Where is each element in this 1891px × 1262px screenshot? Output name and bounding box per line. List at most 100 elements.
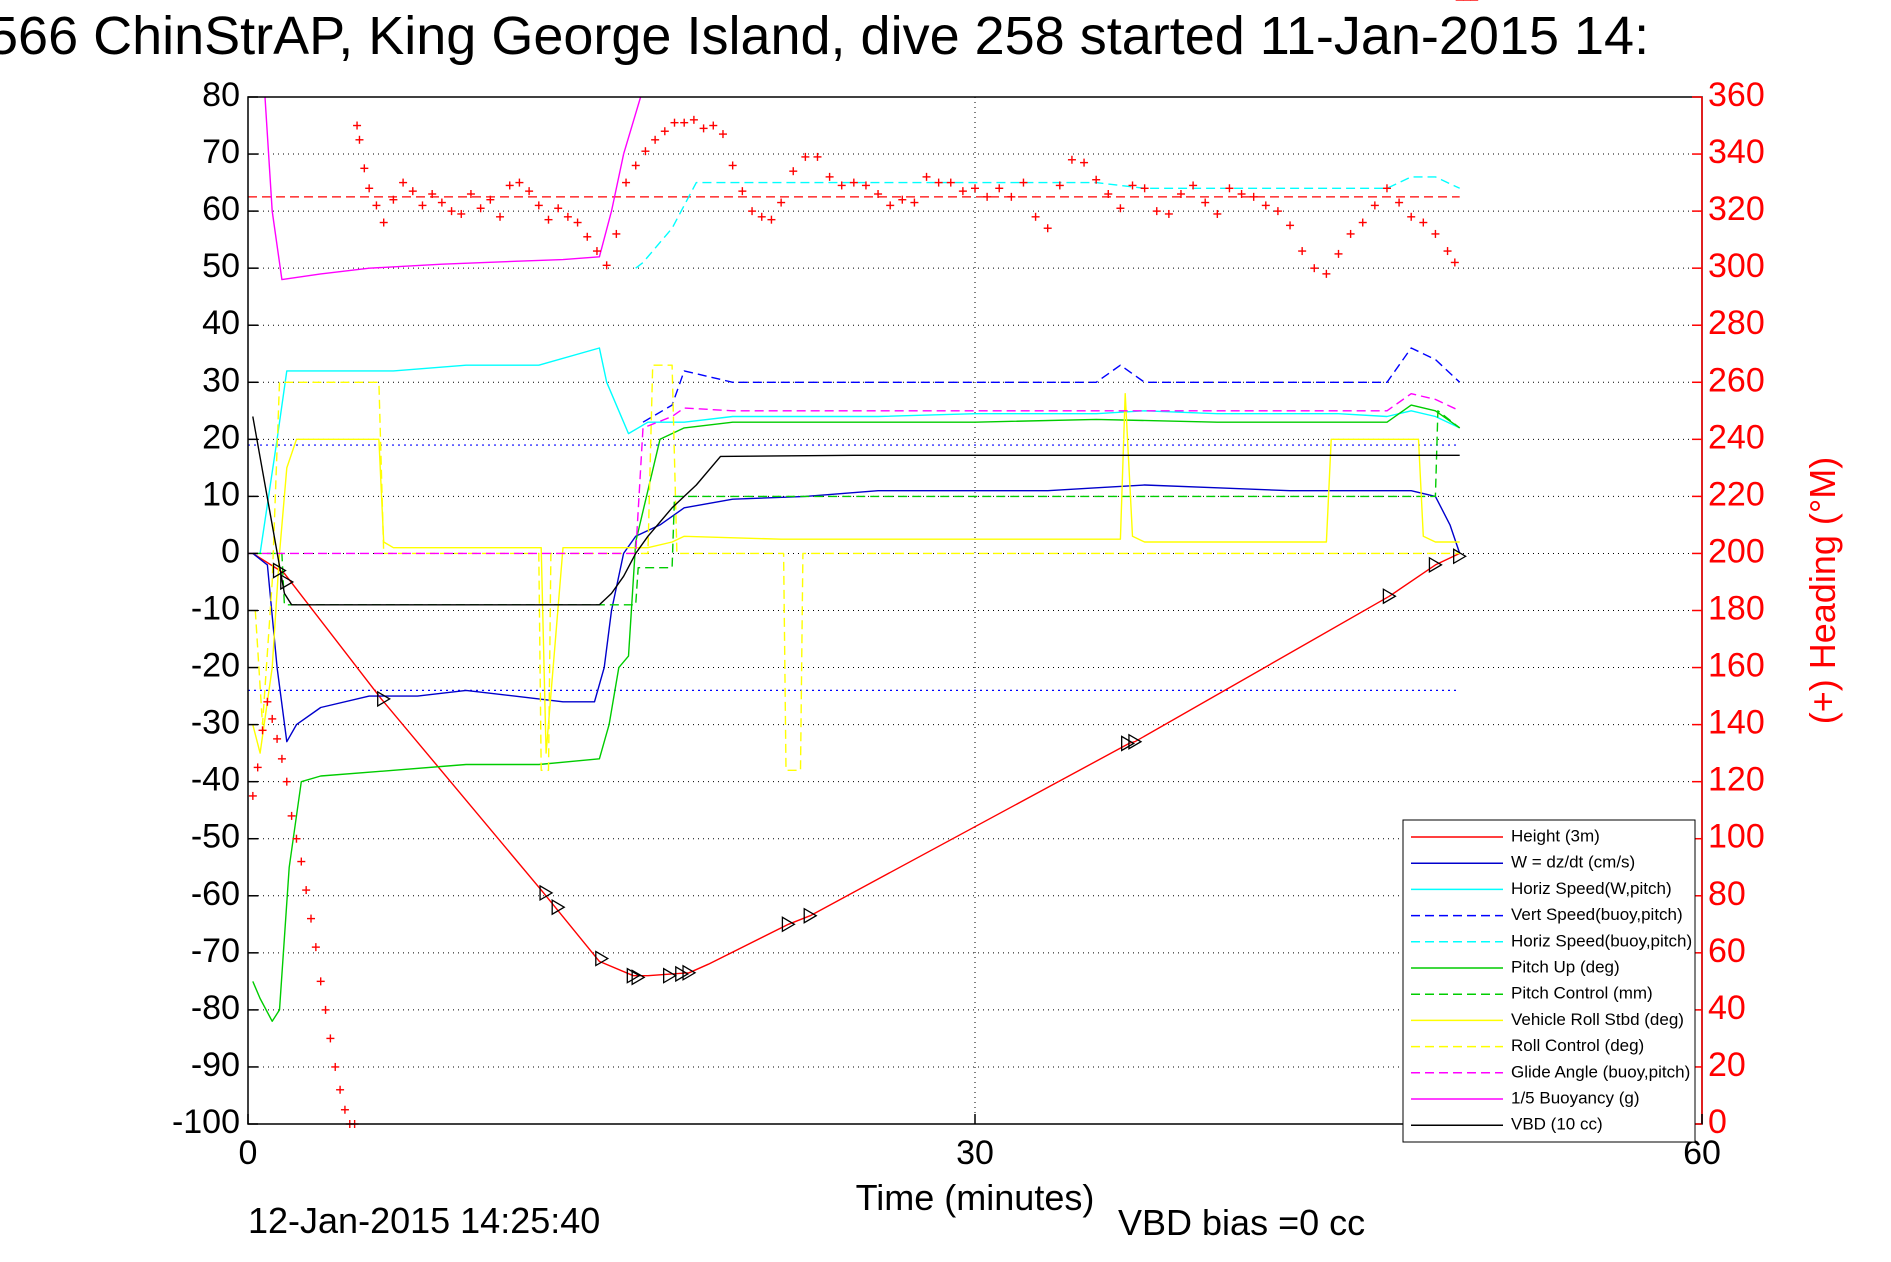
left-tick-label: -10 <box>191 589 240 627</box>
left-tick-label: 80 <box>202 76 240 114</box>
heading-point <box>1152 207 1161 216</box>
heading-point <box>311 943 320 952</box>
left-tick-label: -80 <box>191 989 240 1027</box>
heading-point <box>1176 189 1185 198</box>
legend-label: Pitch Up (deg) <box>1511 957 1620 976</box>
chart-title: 566 ChinStrAP, King George Island, dive … <box>0 6 1650 66</box>
left-tick-label: -90 <box>191 1046 240 1084</box>
legend-label: VBD (10 cc) <box>1511 1115 1603 1134</box>
right-tick-label: 40 <box>1708 989 1746 1027</box>
heading-point <box>1067 155 1076 164</box>
time-marker <box>272 562 287 579</box>
heading-point <box>898 195 907 204</box>
heading-point <box>355 135 364 144</box>
heading-point <box>680 118 689 127</box>
series-line <box>252 552 1460 977</box>
heading-point <box>365 184 374 193</box>
heading-point <box>525 187 534 196</box>
heading-point <box>408 187 417 196</box>
right-tick-label: 300 <box>1708 247 1765 285</box>
heading-point <box>263 697 272 706</box>
time-marker <box>675 965 690 983</box>
heading-point <box>563 212 572 221</box>
heading-point <box>612 229 621 238</box>
legend-entry: Roll Control (deg) <box>1411 1036 1644 1055</box>
heading-point <box>801 152 810 161</box>
series-line <box>252 416 1460 606</box>
heading-point <box>738 187 747 196</box>
heading-point <box>728 161 737 170</box>
heading-point <box>1225 184 1234 193</box>
legend-label: Pitch Control (mm) <box>1511 984 1653 1003</box>
vbd-bias-note: VBD bias =0 cc <box>1118 1202 1366 1243</box>
heading-point <box>1382 184 1391 193</box>
time-marker <box>539 884 554 902</box>
heading-point <box>670 118 679 127</box>
heading-point <box>297 857 306 866</box>
heading-point <box>946 178 955 187</box>
legend-box <box>1402 819 1696 1143</box>
heading-point <box>983 192 992 201</box>
x-axis-label: Time (minutes) <box>856 1177 1095 1218</box>
legend-label: W = dz/dt (cm/s) <box>1511 853 1635 872</box>
left-tick-label: 60 <box>202 190 240 228</box>
legend-label: Height (3m) <box>1511 826 1600 845</box>
heading-point <box>757 212 766 221</box>
heading-point <box>399 178 408 187</box>
heading-point <box>934 178 943 187</box>
heading-point <box>1140 184 1149 193</box>
legend: Height (3m) W = dz/dt (cm/s) Horiz Speed(W… <box>1402 819 1696 1143</box>
heading-point <box>379 218 388 227</box>
heading-point <box>861 181 870 190</box>
left-tick-label: 10 <box>202 475 240 513</box>
heading-point <box>622 178 631 187</box>
heading-point <box>268 714 277 723</box>
time-marker <box>631 969 646 986</box>
heading-point <box>273 734 282 743</box>
legend-entry: Height (3m) <box>1411 826 1600 845</box>
legend-entry: VBD (10 cc) <box>1411 1115 1603 1134</box>
right-tick-label: 260 <box>1708 361 1765 399</box>
heading-point <box>699 124 708 133</box>
heading-point <box>418 201 427 210</box>
legend-label: Horiz Speed(buoy,pitch) <box>1511 931 1692 950</box>
heading-point <box>825 172 834 181</box>
heading-point <box>641 147 650 156</box>
heading-point <box>922 172 931 181</box>
legend-entry: Horiz Speed(W,pitch) <box>1411 879 1672 898</box>
right-tick-label: 340 <box>1708 133 1765 171</box>
heading-point <box>592 247 601 256</box>
time-markers <box>272 548 1467 986</box>
right-tick-label: 180 <box>1708 589 1765 627</box>
heading-point <box>277 754 286 763</box>
time-marker <box>663 967 677 984</box>
left-tick-label: 70 <box>202 133 240 171</box>
heading-point <box>302 886 311 895</box>
time-marker <box>1128 733 1143 750</box>
heading-point <box>505 181 514 190</box>
heading-point <box>360 164 369 173</box>
right-tick-label: 100 <box>1708 818 1765 856</box>
time-marker <box>551 899 566 916</box>
right-tick-label: 160 <box>1708 647 1765 685</box>
heading-point <box>389 195 398 204</box>
heading-point <box>849 178 858 187</box>
heading-point <box>971 184 979 193</box>
series-line <box>264 96 642 281</box>
right-tick-label: 140 <box>1708 704 1765 742</box>
heading-point <box>258 726 267 735</box>
legend-entry: Vert Speed(buoy,pitch) <box>1411 905 1683 924</box>
heading-point <box>958 187 967 196</box>
heading-point <box>1031 212 1040 221</box>
left-tick-label: 30 <box>202 361 240 399</box>
heading-point <box>534 201 543 210</box>
heading-point <box>813 152 822 161</box>
heading-point <box>340 1105 349 1114</box>
legend-entry: Pitch Up (deg) <box>1411 957 1620 976</box>
heading-point <box>1334 249 1343 258</box>
heading-point <box>1007 192 1016 201</box>
heading-point <box>1443 247 1452 256</box>
heading-point <box>282 777 291 786</box>
time-marker <box>595 950 610 967</box>
heading-point <box>631 161 640 170</box>
